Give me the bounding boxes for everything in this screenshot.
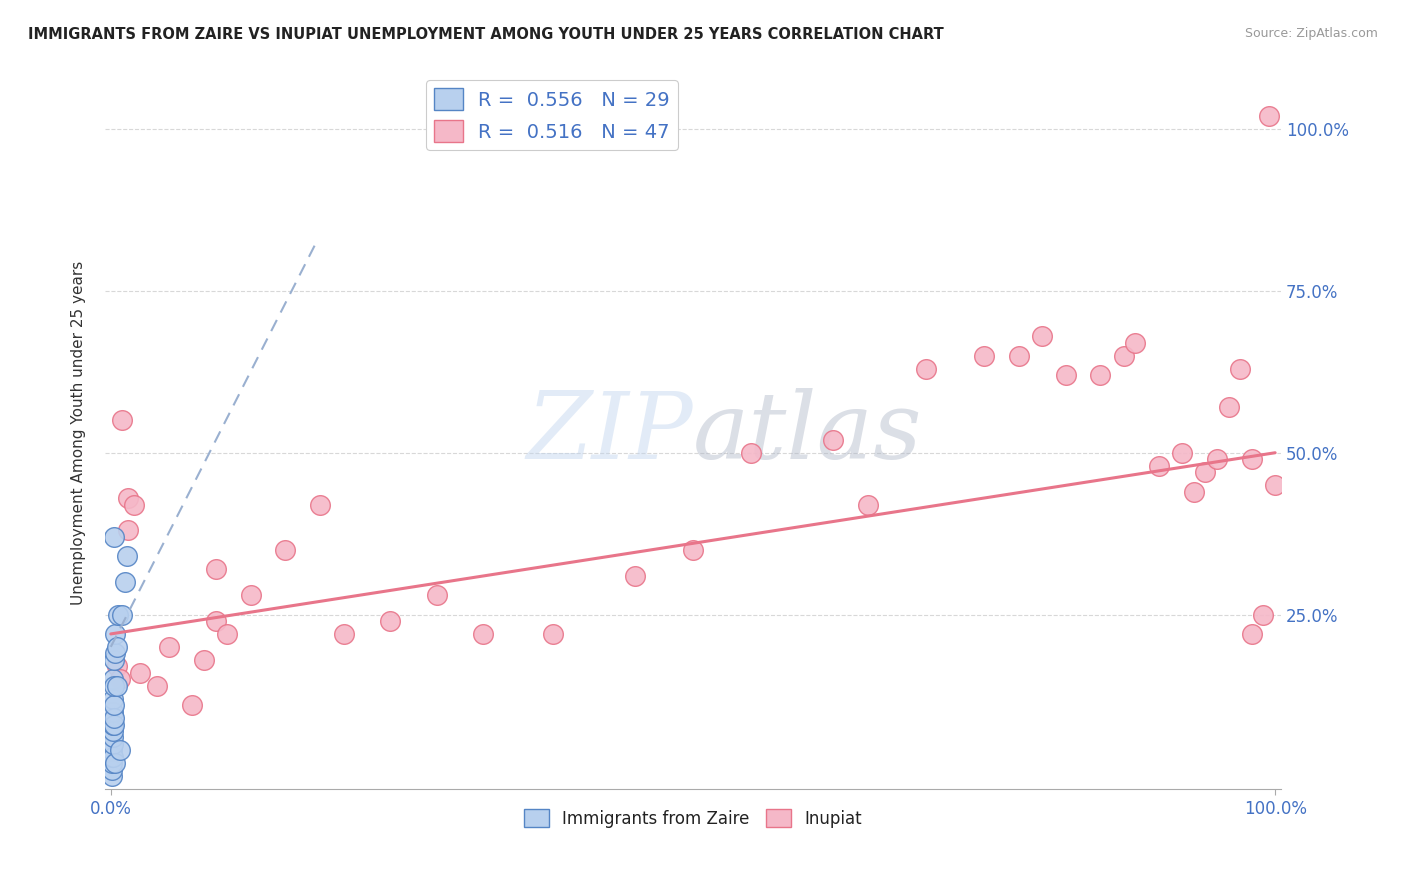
Point [101, 672, 124, 686]
Point [101, 763, 124, 777]
Point [332, 627, 354, 641]
Point [181, 698, 204, 712]
Text: Source: ZipAtlas.com: Source: ZipAtlas.com [1244, 27, 1378, 40]
Point [122, 498, 145, 512]
Point [914, 361, 936, 376]
Point [104, 646, 127, 660]
Point [108, 743, 131, 757]
Point [103, 653, 125, 667]
Point [115, 549, 138, 564]
Point [108, 672, 131, 686]
Point [105, 659, 128, 673]
Point [104, 627, 127, 641]
Point [380, 614, 402, 628]
Point [104, 756, 127, 771]
Point [1264, 478, 1286, 492]
Point [1054, 368, 1077, 383]
Point [1229, 361, 1251, 376]
Point [1218, 401, 1240, 415]
Y-axis label: Unemployment Among Youth under 25 years: Unemployment Among Youth under 25 years [72, 261, 86, 606]
Point [1147, 458, 1170, 473]
Point [107, 607, 129, 622]
Point [105, 679, 128, 693]
Point [217, 627, 239, 641]
Point [157, 640, 180, 654]
Point [682, 542, 704, 557]
Point [1171, 446, 1194, 460]
Point [103, 679, 125, 693]
Point [472, 627, 495, 641]
Point [114, 575, 136, 590]
Point [239, 588, 262, 602]
Point [1240, 452, 1263, 467]
Point [101, 756, 124, 771]
Point [1194, 465, 1216, 479]
Point [1112, 349, 1135, 363]
Point [101, 705, 124, 719]
Point [101, 737, 124, 751]
Point [1090, 368, 1112, 383]
Point [1240, 627, 1263, 641]
Point [103, 717, 125, 731]
Point [103, 711, 125, 725]
Point [1031, 329, 1053, 343]
Point [101, 691, 124, 706]
Point [117, 524, 139, 538]
Point [146, 679, 169, 693]
Point [1008, 349, 1031, 363]
Point [117, 491, 139, 505]
Point [103, 530, 125, 544]
Point [1253, 607, 1275, 622]
Point [426, 588, 449, 602]
Point [101, 750, 124, 764]
Point [101, 717, 124, 731]
Point [274, 542, 297, 557]
Point [1206, 452, 1229, 467]
Point [541, 627, 564, 641]
Point [101, 731, 124, 745]
Point [1125, 335, 1147, 350]
Point [111, 413, 134, 427]
Point [623, 568, 645, 582]
Point [101, 769, 124, 783]
Point [1258, 109, 1281, 123]
Legend: Immigrants from Zaire, Inupiat: Immigrants from Zaire, Inupiat [517, 803, 869, 834]
Point [103, 698, 125, 712]
Point [193, 653, 215, 667]
Point [129, 665, 152, 680]
Point [101, 723, 124, 738]
Point [204, 614, 226, 628]
Text: ZIP: ZIP [526, 388, 693, 478]
Point [821, 433, 844, 447]
Point [1182, 484, 1205, 499]
Point [856, 498, 879, 512]
Point [105, 640, 128, 654]
Text: IMMIGRANTS FROM ZAIRE VS INUPIAT UNEMPLOYMENT AMONG YOUTH UNDER 25 YEARS CORRELA: IMMIGRANTS FROM ZAIRE VS INUPIAT UNEMPLO… [28, 27, 943, 42]
Text: atlas: atlas [693, 388, 922, 478]
Point [309, 498, 332, 512]
Point [204, 562, 226, 576]
Point [740, 446, 762, 460]
Point [111, 607, 134, 622]
Point [973, 349, 995, 363]
Point [101, 743, 124, 757]
Point [101, 750, 124, 764]
